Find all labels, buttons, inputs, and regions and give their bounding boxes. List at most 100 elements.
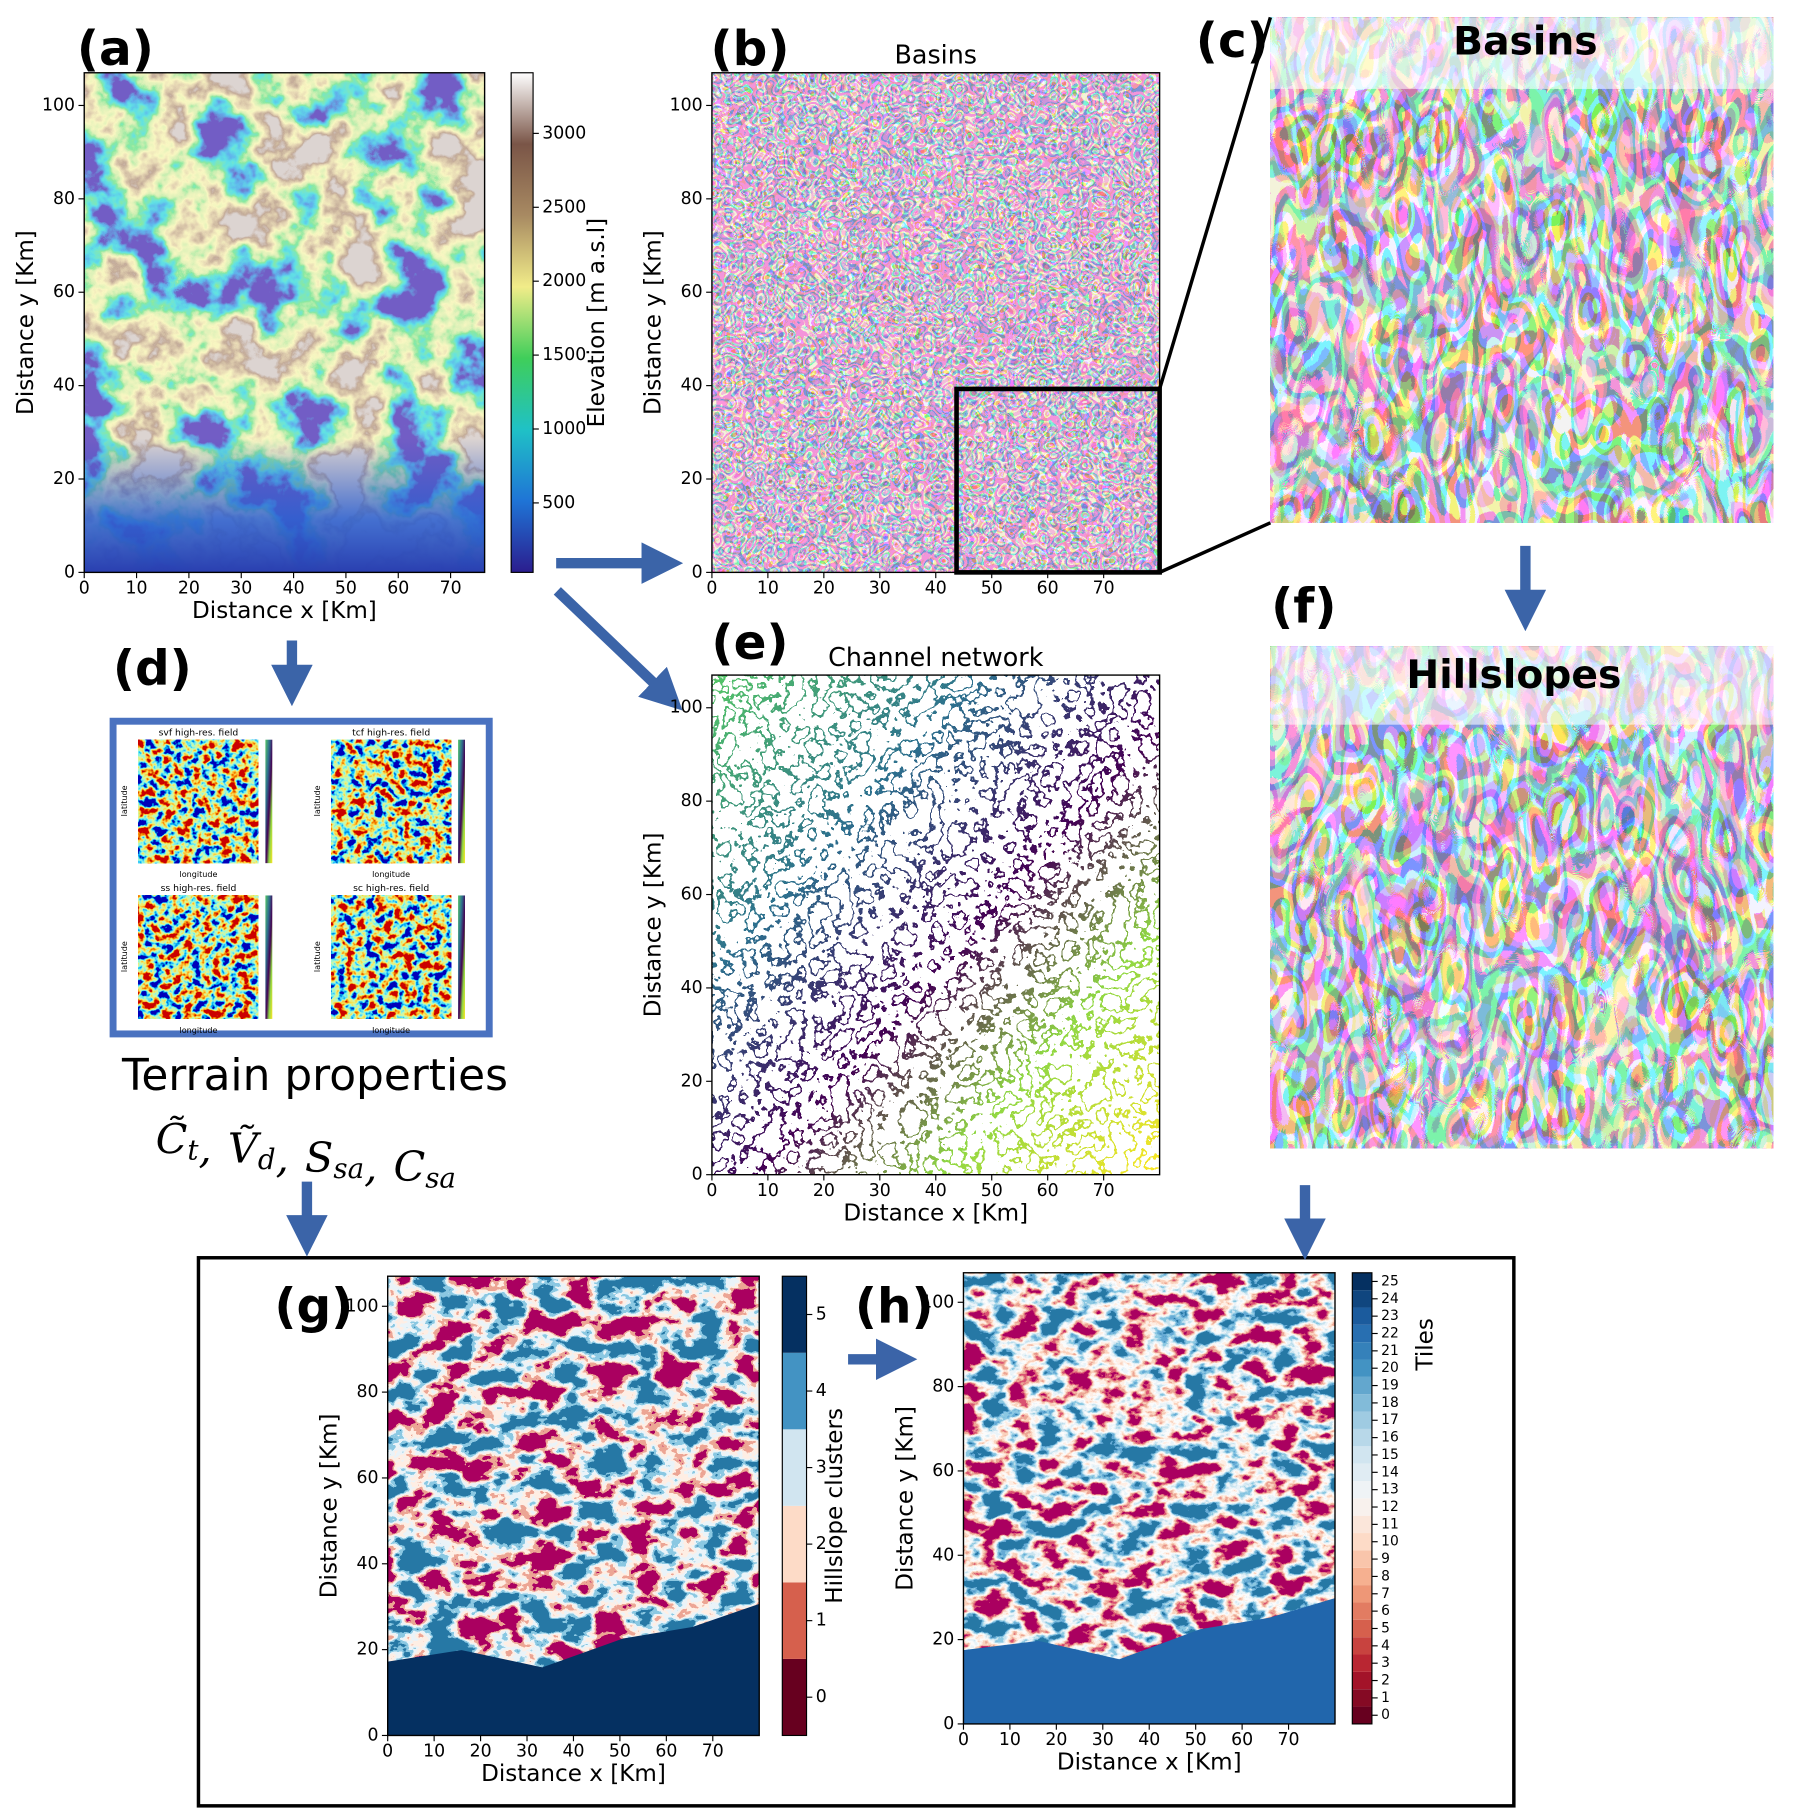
colorbar-block (1352, 1550, 1372, 1568)
y-tick-label: 20 (681, 1071, 703, 1091)
colorbar-block (1352, 1307, 1372, 1325)
arrows (271, 542, 1547, 1381)
separator: , (364, 1142, 377, 1191)
caption: Terrain properties (121, 1050, 508, 1101)
terrain-subplots: svf high-res. field longitude latitude tcf … (120, 727, 465, 1035)
colorbar-tick-label: 23 (1381, 1308, 1399, 1324)
subplot-xlabel: longitude (179, 1026, 217, 1035)
colorbar-block (1352, 1446, 1372, 1464)
subplot-map (330, 895, 452, 1020)
colorbar-tick-label: 21 (1381, 1343, 1399, 1359)
fade (1270, 646, 1774, 725)
symbol: S (305, 1132, 333, 1181)
x-tick-label: 20 (813, 579, 835, 599)
x-tick-label: 70 (1278, 1730, 1300, 1750)
colorbar-tick-label: 19 (1381, 1378, 1399, 1394)
subplot-map (138, 895, 259, 1020)
subplot-map (330, 739, 452, 864)
x-tick-label: 0 (706, 579, 717, 599)
y-tick-label: 20 (932, 1630, 954, 1650)
colorbar-tick-label: 5 (1381, 1620, 1390, 1636)
colorbar-block (782, 1658, 807, 1736)
arrow (553, 587, 683, 711)
colorbar-tick-label: 3 (1381, 1655, 1390, 1671)
x-tick-label: 10 (126, 579, 148, 599)
y-tick-label: 80 (356, 1382, 378, 1402)
y-axis-label: Distance y [Km] (641, 230, 667, 415)
subplot-map (138, 739, 259, 864)
colorbar-block (1352, 1376, 1372, 1395)
colorbar-tick-label: 500 (542, 493, 575, 513)
colorbar-block (782, 1429, 807, 1506)
panel-label: (d) (113, 641, 192, 697)
colorbar-block (1352, 1290, 1372, 1308)
y-tick-label: 100 (921, 1292, 954, 1312)
colorbar-tick-label: 16 (1381, 1430, 1399, 1446)
colorbar-block (1352, 1498, 1372, 1516)
x-tick-label: 60 (1231, 1730, 1253, 1750)
symbol: Ṽ (228, 1123, 262, 1172)
x-tick-label: 50 (609, 1742, 631, 1762)
x-tick-label: 0 (79, 579, 90, 599)
x-tick-label: 20 (470, 1742, 492, 1762)
x-tick-label: 50 (981, 579, 1003, 599)
colorbar-block (1352, 1567, 1372, 1586)
colorbar-tick-label: 6 (1381, 1603, 1390, 1619)
y-tick-label: 60 (53, 282, 75, 302)
y-tick-label: 100 (670, 95, 703, 115)
colorbar-block (1352, 1515, 1372, 1534)
subplot-colorbar (265, 739, 273, 864)
x-tick-label: 10 (757, 579, 779, 599)
colorbar-tick-label: 3 (816, 1458, 827, 1478)
panel-label: (h) (855, 1279, 934, 1335)
x-tick-label: 30 (869, 1181, 891, 1201)
symbol: C (393, 1142, 425, 1191)
separator: , (198, 1123, 211, 1172)
x-tick-label: 70 (1093, 1181, 1115, 1201)
colorbar-label: Hillslope clusters (822, 1408, 848, 1604)
y-tick-label: 0 (692, 562, 703, 582)
colorbar-tick-label: 2000 (542, 271, 586, 291)
zoom-title: Hillslopes (1406, 653, 1621, 698)
subplot-ylabel: latitude (120, 785, 129, 816)
subplot-ylabel: latitude (313, 941, 322, 972)
colorbar-block (782, 1276, 807, 1353)
colorbar-tick-label: 8 (1381, 1568, 1390, 1584)
colorbar-block (1352, 1585, 1372, 1603)
y-tick-label: 40 (681, 978, 703, 998)
x-tick-label: 20 (178, 579, 200, 599)
y-tick-label: 60 (932, 1461, 954, 1481)
colorbar-tick-label: 3000 (542, 123, 586, 143)
colorbar-block (1352, 1637, 1372, 1655)
symbol: C̃ (156, 1114, 188, 1163)
colorbar-block (1352, 1272, 1372, 1291)
y-tick-label: 0 (692, 1165, 703, 1185)
colorbar-block (1352, 1359, 1372, 1377)
x-tick-label: 60 (655, 1742, 677, 1762)
x-tick-label: 30 (869, 579, 891, 599)
colorbar-tick-label: 2 (816, 1534, 827, 1554)
y-tick-label: 40 (356, 1554, 378, 1574)
x-tick-label: 40 (925, 579, 947, 599)
x-tick-label: 30 (230, 579, 252, 599)
colorbar-tick-label: 4 (816, 1381, 827, 1401)
subplot-title: ss high-res. field (161, 883, 237, 894)
y-tick-label: 80 (681, 791, 703, 811)
x-tick-label: 70 (702, 1742, 724, 1762)
colorbar-tick-label: 20 (1381, 1360, 1399, 1376)
colorbar-block (1352, 1324, 1372, 1343)
colorbar-label: Tiles (1413, 1318, 1439, 1371)
subplot-ylabel: latitude (313, 785, 322, 816)
zoom-title: Basins (1453, 19, 1597, 64)
plot-title: Channel network (828, 642, 1044, 672)
colorbar-tick-label: 1 (1381, 1690, 1390, 1706)
y-tick-label: 40 (932, 1545, 954, 1565)
x-axis-label: Distance x [Km] (843, 1200, 1028, 1226)
x-axis-label: Distance x [Km] (192, 598, 377, 624)
x-tick-label: 40 (562, 1742, 584, 1762)
colorbar-block (1352, 1480, 1372, 1499)
panel-label: (b) (711, 21, 790, 77)
x-tick-label: 20 (813, 1181, 835, 1201)
plot-frame (83, 72, 486, 574)
